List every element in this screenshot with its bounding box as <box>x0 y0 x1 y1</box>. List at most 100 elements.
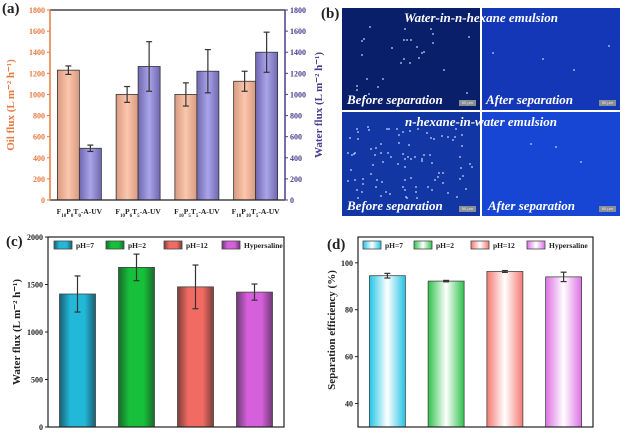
droplet-speck <box>441 135 444 138</box>
droplet-speck <box>408 62 411 65</box>
y-tick-label-left: 200 <box>33 175 45 184</box>
y-tick-label: 500 <box>31 376 43 385</box>
droplet-speck <box>353 179 356 182</box>
droplet-speck <box>407 155 410 158</box>
droplet-speck <box>362 178 365 181</box>
droplet-speck <box>429 154 432 157</box>
caption-before-top: Before separation <box>347 92 443 107</box>
droplet-speck <box>421 51 424 54</box>
droplet-speck <box>355 189 358 192</box>
a-ylabel-left: Oil flux (L m⁻² h⁻¹) <box>5 59 17 151</box>
x-tick-label: F10P0T0-A-UV <box>57 207 103 219</box>
legend-label: pH=12 <box>186 241 208 250</box>
droplet-speck <box>403 179 406 182</box>
droplet-speck <box>385 191 388 194</box>
droplet-speck <box>399 61 402 64</box>
droplet-speck <box>379 143 382 146</box>
y-tick-label-left: 1400 <box>29 48 45 57</box>
droplet-speck <box>446 191 449 194</box>
droplet-speck <box>459 155 462 158</box>
oil-flux-bar <box>233 80 257 201</box>
droplet-speck <box>368 25 371 28</box>
bar-hypersaline <box>545 276 583 428</box>
legend-swatch <box>362 240 382 250</box>
droplet-speck <box>403 38 406 41</box>
droplet-speck <box>416 45 419 48</box>
c-ylabel: Water flux (L m⁻² h⁻¹) <box>11 279 23 385</box>
droplet-speck <box>350 154 353 156</box>
legend-swatch <box>470 240 490 250</box>
droplet-speck <box>455 195 458 198</box>
droplet-speck <box>608 45 611 48</box>
bar-ph-12 <box>486 271 524 428</box>
y-tick-label-right: 600 <box>290 133 302 142</box>
droplet-speck <box>347 180 350 183</box>
droplet-speck <box>453 136 456 139</box>
y-tick-label-right: 1200 <box>290 69 306 78</box>
droplet-speck <box>388 127 391 130</box>
y-tick-label: 40 <box>345 400 353 409</box>
droplet-speck <box>397 133 400 136</box>
droplet-speck <box>427 185 430 188</box>
droplet-speck <box>425 132 428 135</box>
scale-bar: 50 μm <box>598 206 616 212</box>
droplet-speck <box>382 78 385 81</box>
legend-label: pH=2 <box>436 241 454 250</box>
droplet-speck <box>441 172 444 175</box>
oil-flux-bar <box>56 69 80 201</box>
droplet-speck <box>466 91 469 94</box>
x-tick-label: F10P10T5-A-UV <box>232 207 281 219</box>
y-tick-label: 60 <box>345 353 353 362</box>
panel-label-b: (b) <box>321 6 340 22</box>
droplet-speck <box>414 185 417 188</box>
droplet-speck <box>387 151 390 154</box>
droplet-speck <box>367 128 370 131</box>
y-tick-label-right: 1400 <box>290 48 306 57</box>
droplet-speck <box>422 154 425 157</box>
bar-ph-7 <box>368 275 406 428</box>
y-tick-label-left: 0 <box>41 196 45 205</box>
legend-label: Hypersaline <box>244 241 283 250</box>
droplet-speck <box>413 156 416 159</box>
droplet-speck <box>447 135 450 138</box>
droplet-speck <box>356 130 359 133</box>
panel-label-c: (c) <box>6 234 23 250</box>
droplet-speck <box>409 129 412 132</box>
oil-flux-bar <box>174 94 198 201</box>
droplet-speck <box>365 77 368 80</box>
x-tick-label: F10P6T5-A-UV <box>115 207 161 219</box>
droplet-speck <box>573 68 576 71</box>
droplet-speck <box>404 195 407 198</box>
droplet-speck <box>380 194 383 197</box>
droplet-speck <box>356 88 359 91</box>
legend-swatch <box>526 240 546 250</box>
panel-label-a: (a) <box>2 1 20 17</box>
y-tick-label-right: 0 <box>290 196 294 205</box>
droplet-speck <box>380 151 383 154</box>
y-tick-label-right: 400 <box>290 154 302 163</box>
y-tick-label-right: 1000 <box>290 90 306 99</box>
droplet-speck <box>460 145 463 148</box>
droplet-speck <box>404 188 407 191</box>
bar-ph-2 <box>427 280 465 428</box>
droplet-speck <box>380 181 383 184</box>
legend-swatch <box>53 240 73 250</box>
droplet-speck <box>405 197 408 200</box>
micrograph-o-in-w-before: Before separation 50 μm <box>342 112 480 216</box>
water-flux-bar <box>255 51 279 201</box>
water-flux-bar <box>78 147 102 201</box>
droplet-speck <box>367 126 370 129</box>
d-ylabel: Separation efficiency (%) <box>326 270 338 390</box>
legend-swatch <box>413 240 433 250</box>
droplet-speck <box>408 144 411 147</box>
droplet-speck <box>421 159 424 162</box>
droplet-speck <box>460 166 463 169</box>
droplet-speck <box>361 53 364 56</box>
micrograph-title-top: Water-in-n-hexane emulsion <box>404 10 558 25</box>
legend-label: pH=12 <box>493 241 515 250</box>
droplet-speck <box>437 172 440 175</box>
caption-after-bottom: After separation <box>488 198 576 213</box>
chart-c-water-flux-ph: 0 500 1000 1500 2000 pH=7 pH=2 pH=12 Hypersalin… <box>11 233 285 432</box>
droplet-speck <box>554 146 557 149</box>
scale-bar: 50 μm <box>598 100 616 106</box>
